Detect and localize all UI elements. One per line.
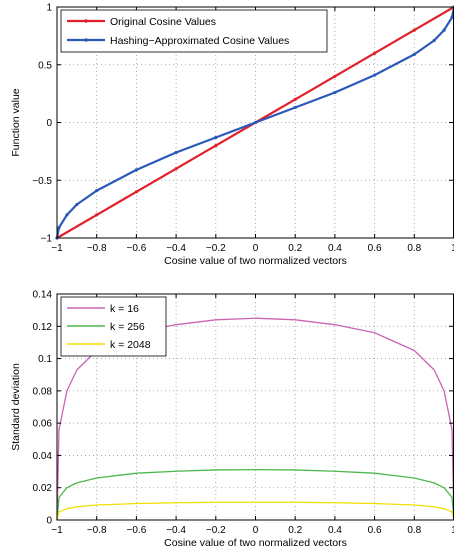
y-tick-label: 0.14 (33, 290, 53, 301)
legend-label: k = 256 (110, 321, 145, 333)
x-tick-label: −0.4 (166, 525, 186, 536)
data-point (214, 135, 218, 140)
data-point (134, 168, 138, 172)
data-point (57, 226, 61, 230)
y-tick-label: 0.5 (38, 60, 52, 71)
x-tick-label: 0.4 (328, 243, 342, 254)
legend-label: Original Cosine Values (110, 16, 216, 28)
legend-label: Hashing−Approximated Cosine Values (110, 35, 289, 47)
data-point (293, 105, 297, 110)
data-point (95, 189, 99, 193)
x-axis-label: Cosine value of two normalized vectors (164, 255, 347, 267)
x-tick-label: −0.2 (206, 243, 226, 254)
series-layer (56, 317, 454, 521)
y-axis-label: Function value (10, 88, 22, 156)
axis-ticks: −1 −0.8 −0.6 −0.4 −0.2 0 0.2 0.4 0.6 0.8 1 −1 −0.5 0 0… (32, 3, 454, 254)
legend-marker (84, 19, 88, 23)
legend: k = 16 k = 256 k = 2048 (60, 296, 167, 357)
x-tick-label: −0.6 (127, 243, 147, 254)
y-tick-label: 0.06 (33, 419, 53, 430)
y-tick-label: 0 (46, 118, 52, 129)
legend-label: k = 16 (110, 303, 139, 315)
series-layer (55, 5, 454, 240)
y-axis-label: Standard deviation (10, 363, 22, 451)
data-point (174, 167, 178, 171)
data-point (333, 90, 337, 95)
x-tick-label: −0.8 (87, 243, 107, 254)
x-tick-label: 0 (253, 243, 259, 254)
legend: Original Cosine Values Hashing−Approximat… (60, 9, 328, 53)
data-point (174, 150, 178, 155)
y-tick-label: 0.08 (33, 386, 53, 397)
data-point (333, 74, 337, 78)
y-tick-label: 0.02 (33, 483, 53, 494)
series-line (56, 317, 454, 521)
x-tick-label: 0 (253, 525, 259, 536)
x-tick-label: 0.4 (328, 525, 342, 536)
chart-standard-deviation: −1 −0.8 −0.6 −0.4 −0.2 0 0.2 0.4 0.6 0.8 1 0 0.02 0.0… (10, 290, 454, 549)
axis-ticks: −1 −0.8 −0.6 −0.4 −0.2 0 0.2 0.4 0.6 0.8 1 0 0.02 0.0… (33, 290, 454, 536)
x-tick-label: −1 (51, 525, 63, 536)
x-tick-label: −0.8 (87, 525, 107, 536)
series-line (56, 501, 454, 521)
y-tick-label: 0.12 (33, 322, 53, 333)
data-point (432, 38, 436, 43)
y-tick-label: −1 (41, 234, 53, 245)
data-point (412, 52, 416, 56)
x-tick-label: −0.6 (127, 525, 147, 536)
y-tick-label: 1 (46, 3, 52, 14)
data-point (214, 144, 218, 148)
legend-label: k = 2048 (110, 339, 151, 351)
x-tick-label: 0.6 (368, 243, 382, 254)
y-tick-label: 0 (46, 516, 52, 527)
data-point (65, 213, 69, 217)
legend-marker (84, 38, 88, 42)
x-tick-label: 0.8 (407, 525, 421, 536)
x-tick-label: −0.2 (206, 525, 226, 536)
data-point (293, 97, 297, 101)
data-point (95, 213, 99, 217)
data-point (75, 202, 79, 207)
data-point (134, 190, 138, 194)
x-tick-label: 0.8 (407, 243, 421, 254)
data-point (373, 51, 377, 55)
y-tick-label: 0.1 (38, 354, 52, 365)
data-point (412, 28, 416, 32)
series-line (56, 468, 454, 521)
legend-box (60, 9, 328, 53)
x-tick-label: 1 (451, 525, 454, 536)
x-tick-label: 0.2 (288, 243, 302, 254)
data-point (373, 73, 377, 77)
y-tick-label: −0.5 (32, 176, 52, 187)
data-point (253, 120, 258, 125)
x-tick-label: 1 (451, 243, 454, 254)
y-tick-label: 0.04 (33, 451, 53, 462)
x-tick-label: 0.6 (368, 525, 382, 536)
x-axis-label: Cosine value of two normalized vectors (164, 537, 347, 549)
data-point (450, 15, 454, 19)
x-tick-label: 0.2 (288, 525, 302, 536)
x-tick-label: −0.4 (166, 243, 186, 254)
x-tick-label: −1 (51, 243, 63, 254)
data-point (442, 28, 446, 32)
chart-function-value: −1 −0.8 −0.6 −0.4 −0.2 0 0.2 0.4 0.6 0.8 1 −1 −0.5 0 0… (10, 3, 454, 267)
